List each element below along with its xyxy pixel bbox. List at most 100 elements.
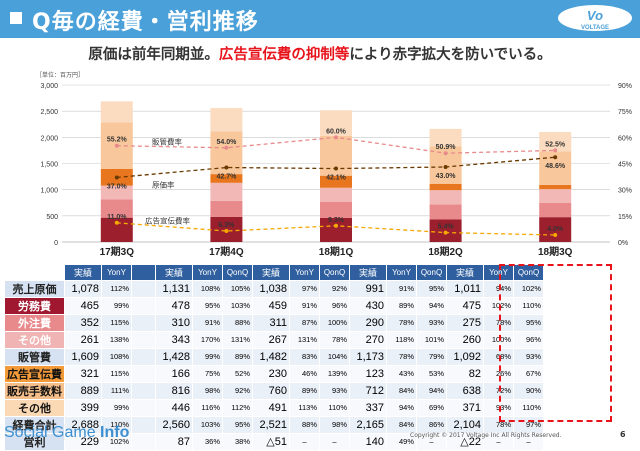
table-cell: 1,609 [64,347,102,366]
table-cell: 86% [416,415,447,434]
table-cell: 95% [192,296,223,315]
table-cell: 94% [416,296,447,315]
table-cell: 84% [386,415,417,434]
table-cell: 100% [319,313,350,332]
table-row: その他 261 138% 343 170% 131% 267 131% 78% 270 118% 10… [4,330,544,349]
table-cell: 1,011 [446,279,484,298]
table-cell: 2,165 [349,415,387,434]
data-label: 54.0% [216,139,237,146]
table-cell: 98% [192,381,223,400]
table-cell: 2,521 [252,415,290,434]
line-point [334,135,338,140]
bar-segment [429,128,462,147]
table-cell: 638 [446,381,484,400]
table-cell: 2,104 [446,415,484,434]
table-cell: 1,038 [252,279,290,298]
data-label: 52.5% [545,141,566,148]
expense-chart: 0 500 1,000 1,500 2,000 2,500 3,000 0% 15% 30% 45%… [40,83,632,258]
bar-segment [429,183,462,191]
table-cell: 43% [386,364,417,383]
data-label: 4.0% [547,226,564,233]
data-label: 37.0% [107,183,128,190]
table-cell: 88% [289,415,320,434]
table-cell: 90% [513,381,544,400]
table-cell: 139% [319,364,350,383]
table-cell: 78% [483,415,514,434]
column-header: QonQ [513,264,544,281]
table-cell: 98% [319,415,350,434]
table-cell: 1,131 [155,279,193,298]
table-cell: 93% [319,381,350,400]
table-cell: 82 [446,364,484,383]
subtitle-emphasis: 広告宣伝費の抑制等 [218,47,350,63]
bar-segment [210,108,243,132]
bar-segment [320,217,352,242]
bar-segment [539,132,572,152]
table-cell: 97% [289,279,320,298]
table-cell [131,296,156,315]
line-point [114,175,119,180]
column-header: 実績 [64,264,102,281]
table-cell: 26% [483,364,514,383]
data-label: 42.1% [326,175,347,182]
table-cell: 371 [446,398,484,417]
table-cell: 94% [483,279,514,298]
table-cell: 99% [101,296,132,315]
table-cell: 105% [222,279,253,298]
table-cell: 110% [319,398,350,417]
table-cell: 91% [289,296,320,315]
table-cell: 352 [64,313,102,332]
table-cell: 108% [192,279,223,298]
page-number: 6 [620,430,626,439]
table-cell: 99% [101,398,132,417]
y2-tick-label: 75% [618,109,632,116]
footer-brand-a: Social Game [4,424,101,441]
subtitle-part-c: により赤字拡大を防いでいる。 [349,47,552,63]
table-cell: 103% [222,296,253,315]
table-cell: 337 [349,398,387,417]
table-cell: 102% [483,296,514,315]
table-cell: 78% [319,330,350,349]
row-label: その他 [4,398,65,417]
column-header: QonQ [416,264,447,281]
table-cell: 1,482 [252,347,290,366]
bar-segment [429,190,462,205]
column-header: 実績 [349,264,387,281]
y-tick-label: 2,000 [40,135,58,142]
y2-tick-label: 60% [618,135,632,142]
column-header: YonY [192,264,223,281]
table-cell: 112% [101,279,132,298]
table-cell [131,330,156,349]
expense-table: 実績 YonY 実績 YonY QonQ 実績 YonY QonQ 実績 YonY QonQ 実績 Yo… [4,264,544,451]
line-point [443,230,448,235]
footer-brand-b: Info [100,424,130,441]
row-label: 広告宣伝費 [4,364,65,383]
table-cell: 72% [483,381,514,400]
column-header: 実績 [252,264,290,281]
table-row: 販売手数料 889 111% 816 98% 92% 760 89% 93% 712 84% 94% 6… [4,381,544,400]
table-cell: 311 [252,313,290,332]
table-cell: 95% [416,279,447,298]
column-header: YonY [289,264,320,281]
bar-segment [100,185,133,200]
column-header: 実績 [155,264,193,281]
y-tick-label: 1,000 [40,188,58,195]
table-cell: 118% [386,330,417,349]
line-point [553,233,558,238]
table-cell: 2,688 [64,415,102,434]
logo-text: VOLTAGE [581,25,609,31]
row-label: 販管費 [4,347,65,366]
table-cell: 446 [155,398,193,417]
table-cell: 889 [64,381,102,400]
table-cell: 267 [252,330,290,349]
table-header-row: 実績 YonY 実績 YonY QonQ 実績 YonY QonQ 実績 YonY QonQ 実績 Yo… [4,264,544,281]
table-cell: 95% [513,313,544,332]
table-row: 労務費 465 99% 478 95% 103% 459 91% 96% 430 89% 94% 475… [4,296,544,315]
table-cell: 93% [416,313,447,332]
table-cell [131,381,156,400]
bar-segment [539,217,572,242]
table-cell [131,415,156,434]
bar-segment [210,200,243,217]
column-header: YonY [386,264,417,281]
data-label: 55.2% [107,137,128,144]
